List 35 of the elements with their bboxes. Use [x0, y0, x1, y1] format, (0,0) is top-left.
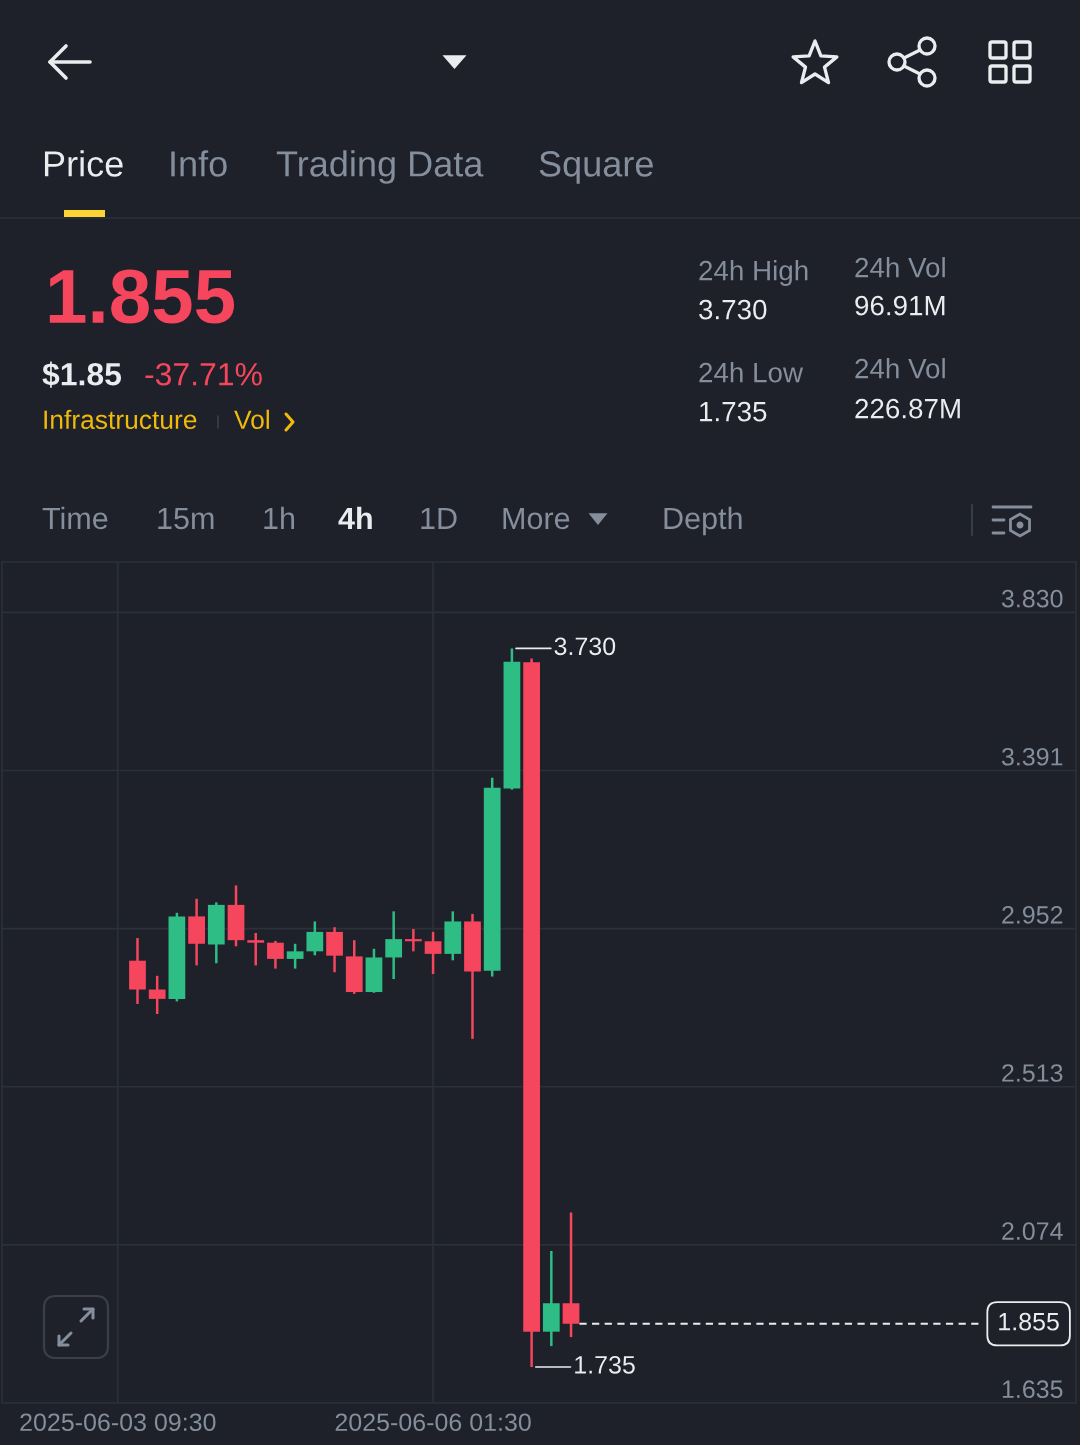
text: 15m — [158, 507, 214, 530]
y-tick-label: 3.830 — [1001, 589, 1063, 608]
text: Trading Data — [276, 150, 484, 184]
text: 1.855 — [49, 269, 235, 324]
y-tick-label: 2.513 — [1002, 1064, 1063, 1082]
text: 1h — [264, 506, 294, 529]
text: $1.85 — [42, 361, 122, 388]
text: More — [503, 507, 570, 530]
x-tick-label: 2025-06-06 01:30 — [335, 1413, 531, 1432]
text: Square — [539, 151, 653, 184]
y-tick-label: 1.635 — [1002, 1380, 1063, 1399]
text: Vol — [234, 409, 269, 430]
text: 4h — [338, 506, 372, 529]
y-tick-label: 2.074 — [1002, 1222, 1063, 1240]
text: 24h Vol — [855, 257, 945, 278]
text: -37.71% — [145, 362, 262, 386]
text: 96.91M — [855, 295, 945, 316]
y-tick-label: 2.952 — [1002, 906, 1063, 924]
y-tick-label: 3.391 — [1001, 747, 1063, 766]
text: 24h Vol — [855, 358, 945, 379]
x-tick-label: 2025-06-03 09:30 — [20, 1413, 216, 1432]
text: 3.730 — [699, 299, 767, 320]
text: Depth — [664, 506, 742, 536]
text: 1D — [421, 507, 457, 529]
text: 24h High — [699, 260, 808, 286]
text: Infrastructure — [44, 409, 197, 430]
text: Info — [171, 150, 227, 177]
ref-line-label: 1.855 — [999, 1312, 1059, 1331]
annotation: 3.730 — [554, 637, 616, 656]
text: 1.735 — [700, 401, 767, 422]
text: 226.87M — [855, 398, 960, 419]
annotation: 1.735 — [575, 1355, 635, 1374]
text: 24h Low — [699, 362, 804, 383]
text: Price — [44, 150, 123, 177]
text: Time — [42, 506, 108, 530]
